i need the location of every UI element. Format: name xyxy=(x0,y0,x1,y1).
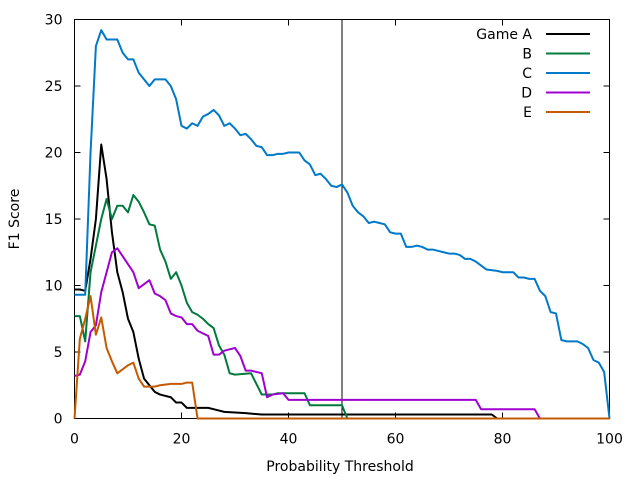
legend-label: D xyxy=(521,86,532,102)
series-line-2 xyxy=(74,29,611,419)
x-tick-label: 80 xyxy=(494,432,512,448)
x-tick-label: 0 xyxy=(70,432,79,448)
y-tick-label: 0 xyxy=(54,412,63,428)
axis-tick-labels: 0 20 40 60 80 100 0 5 10 15 20 25 30 xyxy=(45,13,623,448)
x-tick-label: 40 xyxy=(280,432,298,448)
y-tick-label: 10 xyxy=(45,279,63,295)
y-tick-label: 30 xyxy=(45,13,63,29)
legend-label: Game A xyxy=(476,27,532,43)
y-tick-label: 5 xyxy=(54,345,63,361)
series-line-3 xyxy=(74,247,610,420)
y-axis-title: F1 Score xyxy=(7,189,23,250)
legend-label: B xyxy=(522,47,532,63)
legend-label: C xyxy=(522,66,532,82)
x-tick-label: 60 xyxy=(387,432,405,448)
series-lines xyxy=(73,29,611,420)
y-tick-label: 20 xyxy=(45,146,63,162)
x-axis-title: Probability Threshold xyxy=(266,459,413,475)
legend-label: E xyxy=(523,105,532,121)
series-line-0 xyxy=(74,143,610,420)
y-tick-label: 15 xyxy=(45,212,63,228)
x-tick-label: 20 xyxy=(173,432,191,448)
y-tick-label: 25 xyxy=(45,79,63,95)
x-tick-label: 100 xyxy=(596,432,623,448)
series-line-4 xyxy=(73,295,610,420)
